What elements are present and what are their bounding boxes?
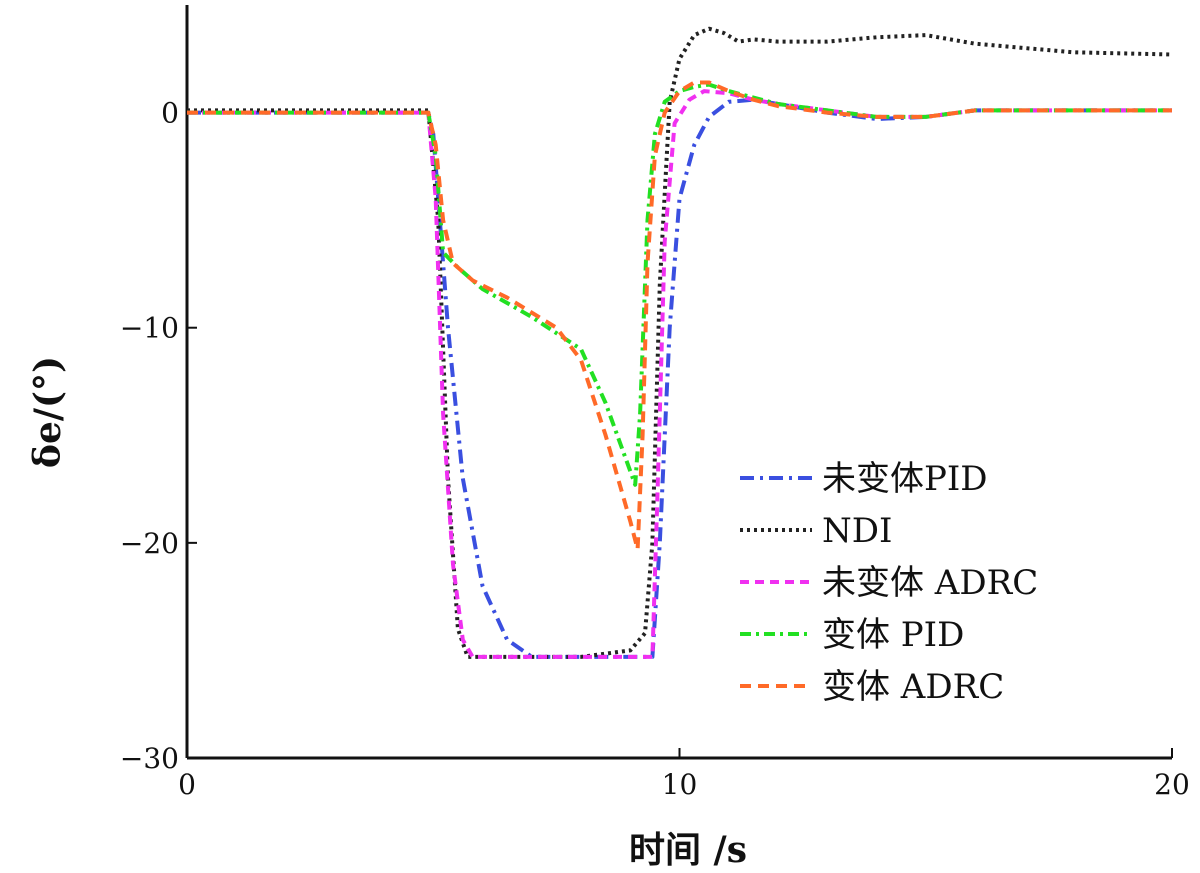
legend-label-3: 未变体 ADRC xyxy=(822,563,1038,603)
series-line-3 xyxy=(187,89,1172,659)
series-line-4 xyxy=(187,82,1172,487)
legend-label-1: 未变体PID xyxy=(822,459,988,499)
axes: 0 10 20 0 −10 −20 −30 xyxy=(120,5,1190,801)
legend-label-5: 变体 ADRC xyxy=(822,667,1004,707)
x-tick-label: 10 xyxy=(662,768,698,801)
x-tick-label: 0 xyxy=(178,768,196,801)
x-tick-label: 20 xyxy=(1154,768,1190,801)
y-tick-label: −20 xyxy=(120,527,179,560)
y-tick-label: −10 xyxy=(120,312,179,345)
x-axis-label: 时间 /s xyxy=(629,829,747,871)
y-tick-label: 0 xyxy=(161,97,179,130)
y-axis-label: δe/(°) xyxy=(27,356,69,468)
y-tick-label: −30 xyxy=(120,742,179,775)
series-line-5 xyxy=(187,80,1172,552)
legend-label-2: NDI xyxy=(822,511,892,551)
series-lines xyxy=(187,26,1173,659)
legend-label-4: 变体 PID xyxy=(822,615,964,655)
legend: 未变体PID NDI 未变体 ADRC 变体 PID 变体 ADRC xyxy=(740,459,1038,707)
